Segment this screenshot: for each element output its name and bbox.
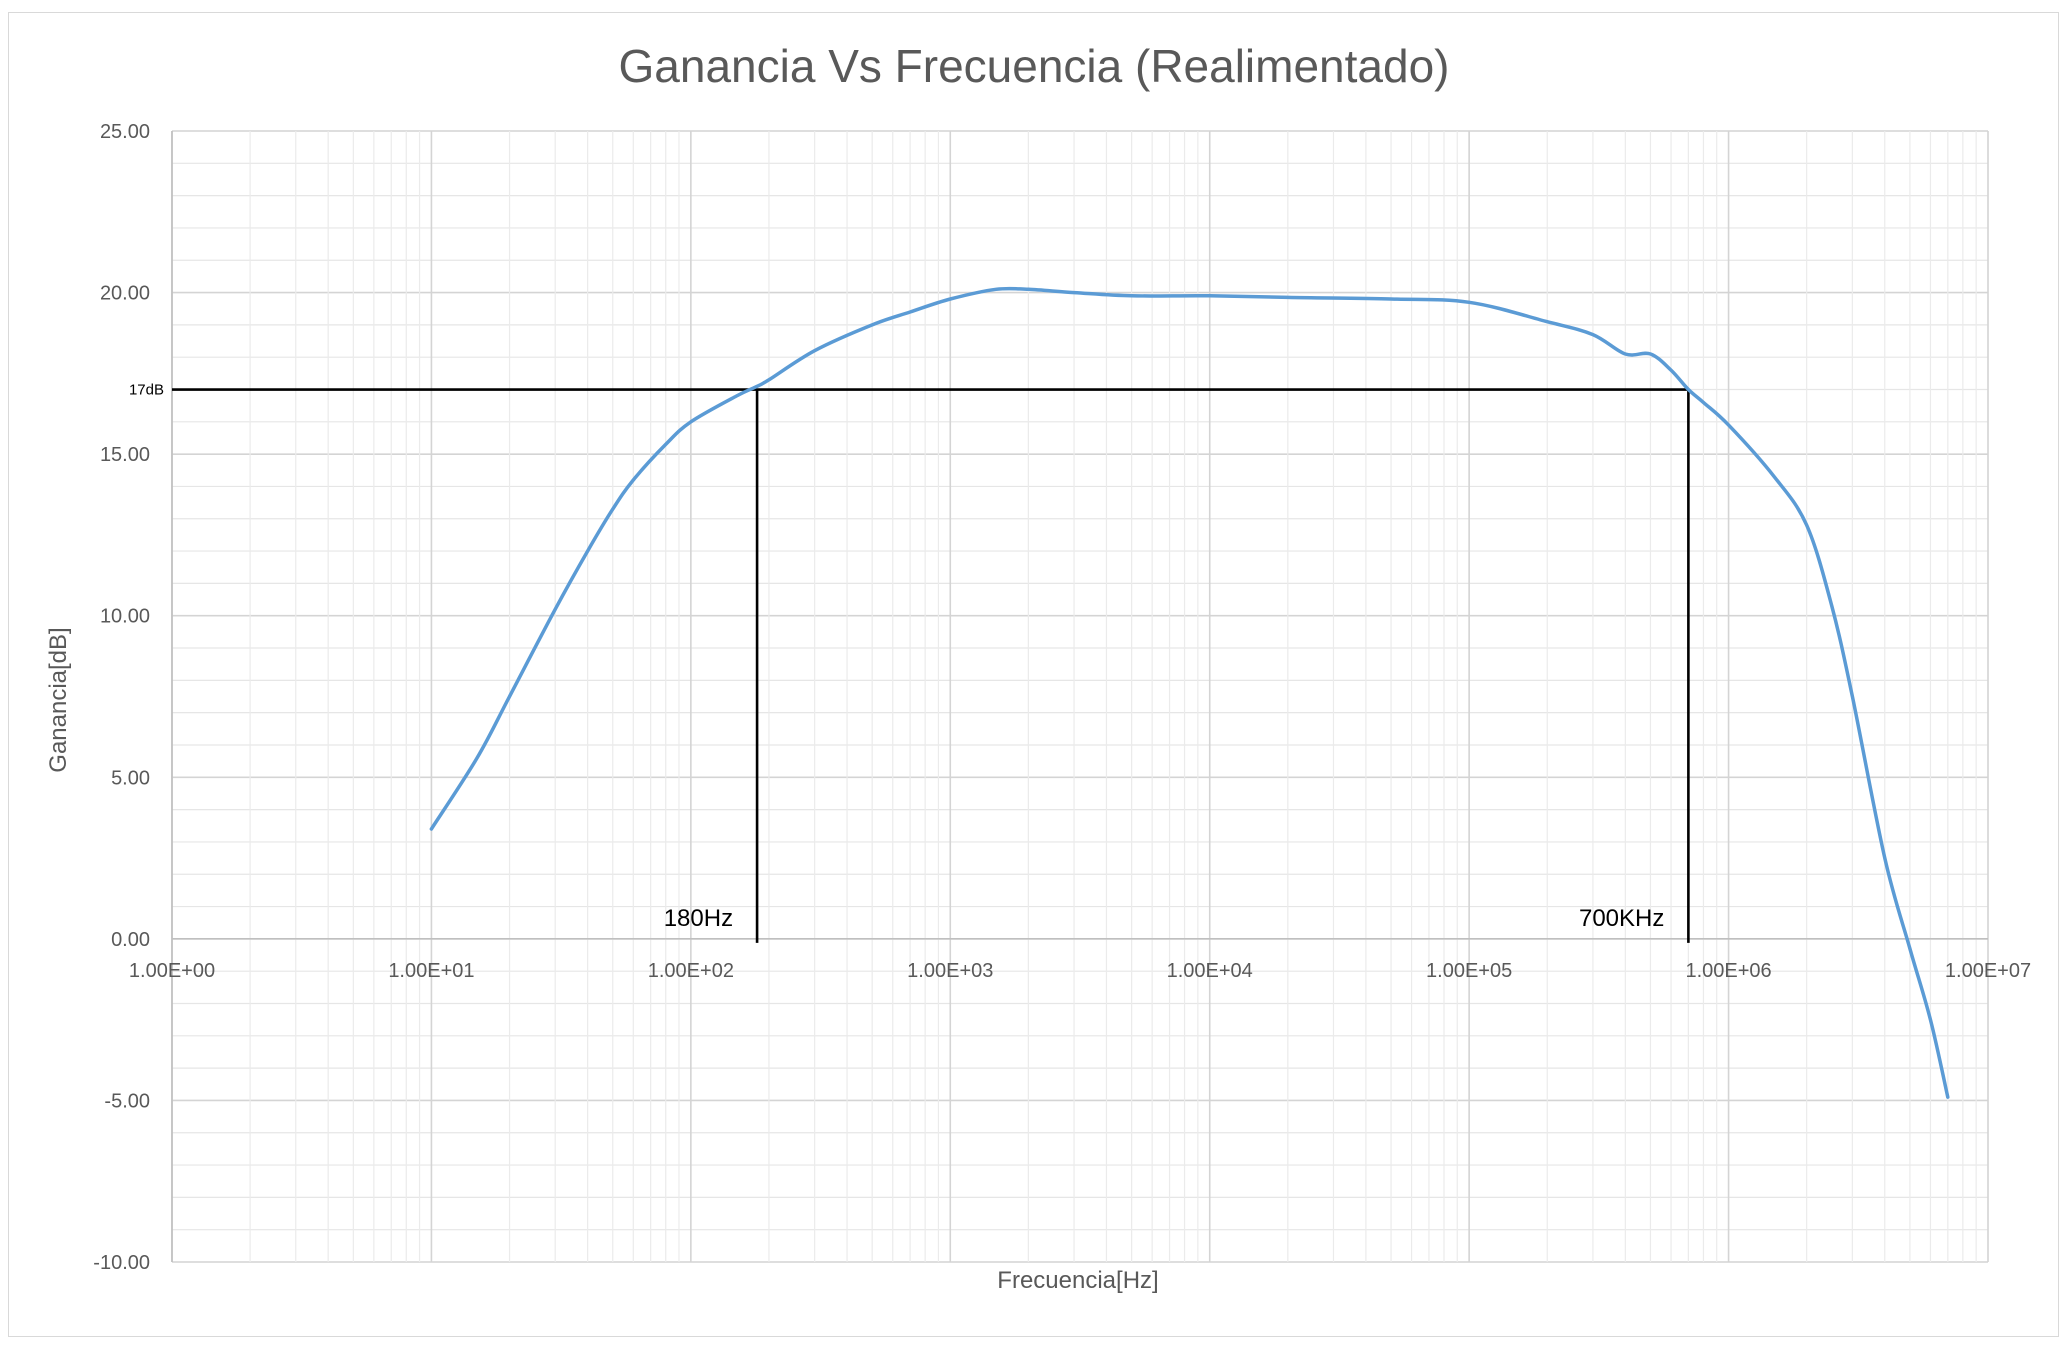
- x-tick-label: 1.00E+06: [1685, 960, 1771, 982]
- y-tick-label: -10.00: [93, 1252, 150, 1274]
- x-tick-label: 1.00E+03: [907, 960, 993, 982]
- x-tick-label: 1.00E+05: [1426, 960, 1512, 982]
- y-tick-label: 15.00: [100, 444, 150, 466]
- x-axis-label: Frecuencia[Hz]: [997, 1267, 1158, 1294]
- x-axis: 1.00E+00 1.00E+01 1.00E+02 1.00E+03 1.00E+04…: [129, 960, 2031, 982]
- y-tick-label: 0.00: [111, 929, 150, 951]
- y-tick-label: 5.00: [111, 767, 150, 789]
- y-tick-label: 20.00: [100, 283, 150, 305]
- y-tick-label: -5.00: [104, 1090, 150, 1112]
- y-axis-label: Ganancia[dB]: [45, 627, 72, 772]
- series-layer: [429, 286, 1950, 1099]
- x-tick-label: 1.00E+07: [1945, 960, 2031, 982]
- cutoff-marker-label: 700KHz: [1579, 905, 1664, 932]
- grid: [171, 130, 1989, 1263]
- hline-label: 17dB: [129, 382, 164, 399]
- y-axis: 25.00 20.00 15.00 10.00 5.00 0.00 -5.00 -10.00: [93, 121, 150, 1274]
- series-line-gain: [429, 286, 1950, 1099]
- cutoff-marker-label: 180Hz: [664, 905, 733, 932]
- x-tick-label: 1.00E+01: [388, 960, 474, 982]
- annotations: 17dB 180Hz 700KHz: [129, 382, 1690, 943]
- y-tick-label: 25.00: [100, 121, 150, 143]
- x-tick-label: 1.00E+04: [1167, 960, 1253, 982]
- chart-title: Ganancia Vs Frecuencia (Realimentado): [619, 40, 1450, 92]
- x-tick-label: 1.00E+02: [648, 960, 734, 982]
- x-tick-label: 1.00E+00: [129, 960, 215, 982]
- y-tick-label: 10.00: [100, 606, 150, 628]
